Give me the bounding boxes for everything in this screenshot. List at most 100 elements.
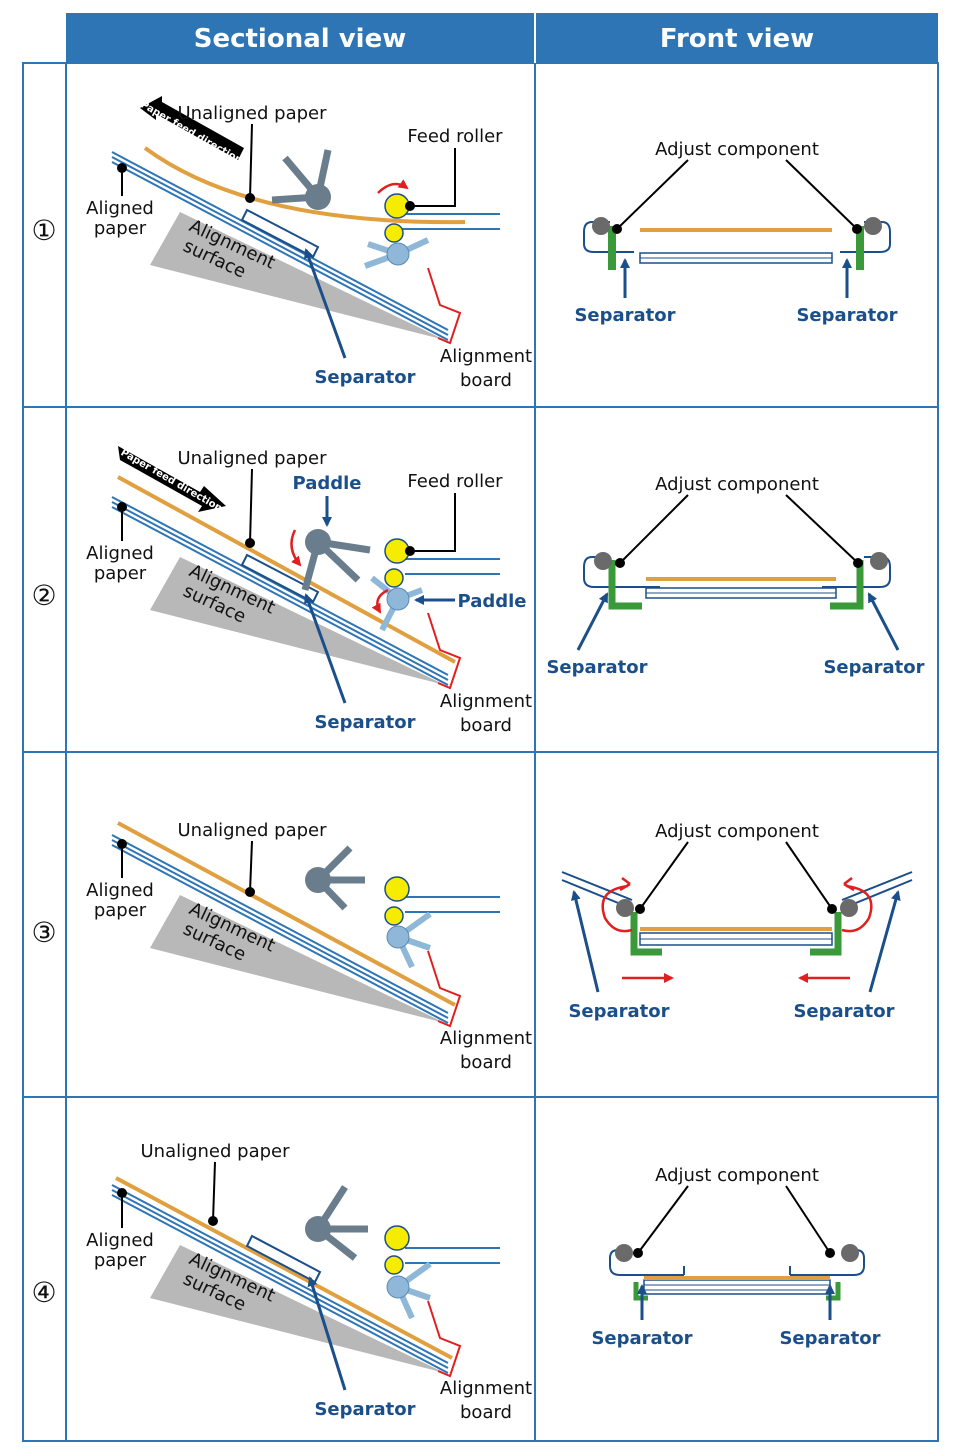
rotation-arrow	[601, 884, 633, 933]
paddle-upper	[305, 845, 365, 911]
row3-front: Adjust component Separator Separator	[561, 821, 913, 1022]
separator-left	[583, 556, 660, 588]
label-board-l2: board	[460, 370, 512, 391]
rotation-arrow	[377, 179, 409, 194]
paper-feed-arrow	[118, 446, 226, 512]
paddle-lower	[386, 911, 432, 969]
unaligned-paper-sheet	[143, 146, 466, 225]
green-guide-left	[633, 1282, 648, 1301]
paddle-lower	[363, 237, 430, 269]
row-number-1: ①	[31, 214, 56, 247]
paddle-lower	[370, 575, 424, 632]
paper-feed-arrow	[140, 96, 244, 160]
adjust-component-left	[616, 899, 634, 917]
alignment-board	[427, 267, 462, 345]
alignment-board	[427, 950, 462, 1028]
green-guide-left	[608, 560, 642, 610]
adjust-component-left	[615, 1244, 633, 1262]
label-adjust-component: Adjust component	[655, 821, 819, 842]
separator-right	[840, 221, 891, 253]
label-aligned-l1: Aligned	[86, 1230, 154, 1251]
label-adjust-component: Adjust component	[655, 474, 819, 495]
lower-roller	[384, 1255, 404, 1275]
unaligned-paper-sheet	[115, 1176, 453, 1360]
row-number-2: ②	[31, 579, 56, 612]
adjust-component-right	[840, 899, 858, 917]
row1-sectional: Paper feed direction Unaligned paper Fee…	[86, 96, 532, 391]
label-aligned-l2: paper	[94, 900, 147, 921]
adjust-component-left	[592, 217, 610, 235]
tray-line	[111, 151, 449, 331]
rotation-arrow	[841, 884, 873, 933]
label-separator: Separator	[314, 1399, 415, 1420]
paddle-upper	[305, 1185, 368, 1261]
label-separator-right: Separator	[779, 1328, 880, 1349]
label-separator: Separator	[314, 712, 415, 733]
row2-sectional: Paper feed direction Unaligned paper Fee…	[86, 446, 532, 736]
header-sectional: Sectional view	[194, 24, 407, 54]
separator-left	[583, 221, 634, 253]
alignment-surface	[150, 1245, 445, 1373]
row4-sectional: Unaligned paper Aligned paper Alignment …	[86, 1141, 532, 1423]
tray-line	[111, 156, 449, 336]
alignment-surface	[150, 212, 445, 340]
tray-line	[111, 161, 449, 341]
label-aligned-l1: Aligned	[86, 880, 154, 901]
separator-left	[609, 1249, 684, 1276]
label-paddle-top: Paddle	[292, 473, 361, 494]
lower-roller	[384, 568, 404, 588]
label-unaligned-paper: Unaligned paper	[177, 448, 327, 469]
lower-roller	[384, 906, 404, 926]
label-board-l1: Alignment	[440, 691, 532, 712]
adjust-component-right	[870, 552, 888, 570]
adjust-component-left	[594, 552, 612, 570]
label-feed-roller: Feed roller	[407, 126, 503, 147]
label-unaligned-paper: Unaligned paper	[140, 1141, 290, 1162]
alignment-surface	[150, 895, 445, 1023]
label-separator-left: Separator	[568, 1001, 669, 1022]
label-board-l1: Alignment	[440, 346, 532, 367]
label-separator-left: Separator	[591, 1328, 692, 1349]
green-guide-right	[856, 226, 864, 270]
adjust-component-right	[841, 1244, 859, 1262]
rotation-arrow	[371, 588, 389, 614]
alignment-board	[427, 612, 462, 690]
label-board-l2: board	[460, 1052, 512, 1073]
rotation-arrow	[290, 529, 302, 567]
label-board-l1: Alignment	[440, 1378, 532, 1399]
label-paddle-right: Paddle	[457, 591, 526, 612]
label-unaligned-paper: Unaligned paper	[177, 103, 327, 124]
label-separator-left: Separator	[546, 657, 647, 678]
aligned-stack	[643, 1279, 831, 1295]
header-cell-sectional	[66, 13, 534, 63]
label-board-l2: board	[460, 1402, 512, 1423]
paddle-lower	[386, 1261, 432, 1320]
row-number-4: ④	[31, 1276, 56, 1309]
green-guide-right	[830, 560, 864, 610]
label-aligned-l2: paper	[94, 218, 147, 239]
feed-roller	[384, 1225, 410, 1251]
separator-right	[841, 871, 913, 901]
unaligned-paper-sheet	[117, 475, 456, 664]
label-separator-right: Separator	[796, 305, 897, 326]
label-aligned-l2: paper	[94, 563, 147, 584]
row1-front: Adjust component Separator Separator	[574, 139, 897, 326]
row2-front: Adjust component Separator Separator	[546, 474, 924, 678]
label-separator-right: Separator	[823, 657, 924, 678]
adjust-component-right	[864, 217, 882, 235]
label-aligned-l2: paper	[94, 1250, 147, 1271]
green-guide-right	[810, 912, 842, 956]
paddle-upper	[301, 529, 371, 591]
label-separator-right: Separator	[793, 1001, 894, 1022]
table-grid: Sectional view Front view	[22, 13, 939, 1442]
feed-roller	[384, 876, 410, 902]
label-board-l2: board	[460, 715, 512, 736]
paddle-upper	[271, 149, 332, 210]
row3-sectional: Unaligned paper Aligned paper Alignment …	[86, 820, 532, 1073]
alignment-surface	[150, 557, 445, 685]
label-adjust-component: Adjust component	[655, 139, 819, 160]
label-board-l1: Alignment	[440, 1028, 532, 1049]
label-unaligned-paper: Unaligned paper	[177, 820, 327, 841]
